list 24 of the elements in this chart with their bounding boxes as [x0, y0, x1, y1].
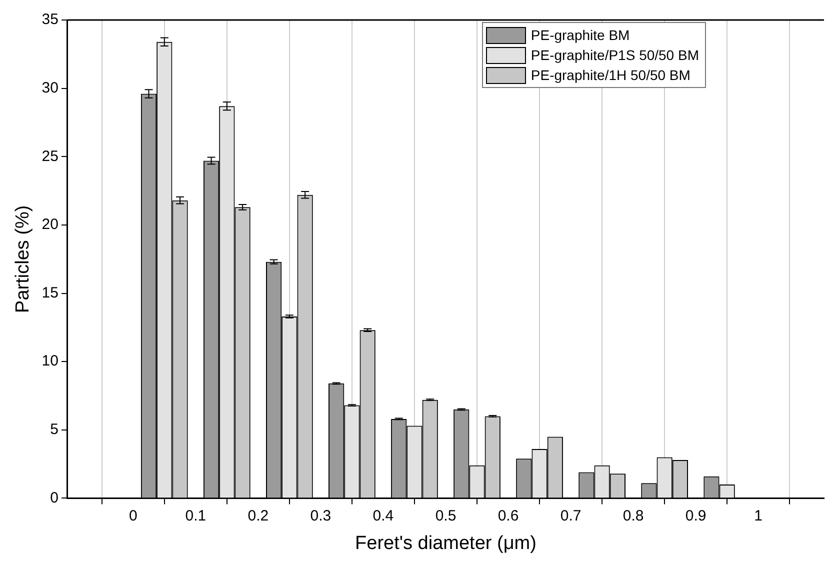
- x-tick-label: 0.6: [498, 507, 519, 524]
- y-axis-title: Particles (%): [12, 205, 34, 313]
- y-tick-label: 5: [50, 421, 58, 438]
- x-tick-label: 0.8: [622, 507, 644, 524]
- y-tick-label: 25: [42, 148, 58, 165]
- legend-label: PE-graphite/1H 50/50 BM: [530, 66, 690, 85]
- x-tick-label: 1: [754, 507, 763, 524]
- y-tick-label: 15: [42, 284, 58, 302]
- y-tick-label: 30: [42, 79, 58, 96]
- x-tick-label: 0.9: [685, 507, 706, 524]
- x-tick-label: 0.3: [310, 507, 332, 524]
- x-tick-label: 0: [128, 507, 138, 524]
- x-tick-label: 0.2: [248, 507, 269, 524]
- y-tick-label: 35: [42, 11, 58, 28]
- y-tick-label: 10: [42, 352, 58, 370]
- x-tick-label: 0.4: [372, 507, 394, 524]
- y-tick-label: 20: [42, 216, 58, 234]
- legend-label: PE-graphite/P1S 50/50 BM: [530, 46, 699, 65]
- x-tick-label: 0.7: [560, 507, 582, 524]
- x-axis-title: Feret's diameter (μm): [355, 532, 536, 554]
- legend-label: PE-graphite BM: [530, 26, 630, 45]
- y-tick-label: 0: [50, 489, 58, 506]
- x-tick-label: 0.5: [435, 507, 456, 524]
- x-tick-label: 0.1: [185, 507, 206, 524]
